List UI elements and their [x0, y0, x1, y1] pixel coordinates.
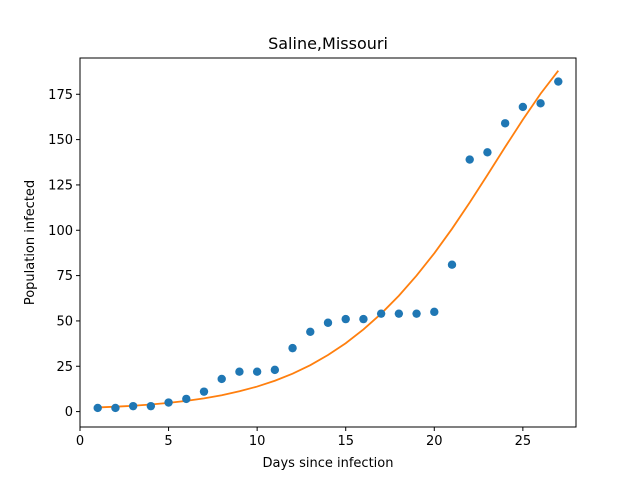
data-point: [146, 401, 156, 411]
data-point: [306, 327, 315, 336]
data-point: [394, 309, 404, 318]
x-tick-label: 15: [337, 434, 354, 449]
data-point: [412, 309, 421, 318]
data-point: [199, 387, 209, 396]
ticks-layer: 0 5 10 15 20 25 0 25 50 75 100 125 150 175: [48, 88, 531, 449]
data-point: [376, 309, 386, 318]
x-tick-label: 20: [426, 434, 443, 449]
y-axis-label: Population infected: [23, 180, 38, 305]
data-point: [465, 155, 474, 164]
y-tick-label: 175: [48, 88, 73, 103]
data-point: [128, 401, 138, 411]
data-point: [323, 318, 333, 327]
data-point: [500, 119, 510, 128]
series-layer: [93, 70, 563, 413]
x-tick-label: 25: [515, 434, 532, 449]
data-point: [536, 99, 545, 108]
data-point: [252, 367, 262, 376]
data-point: [164, 398, 173, 407]
data-point: [235, 367, 244, 376]
data-point: [111, 403, 120, 413]
y-tick-label: 150: [48, 133, 73, 148]
y-tick-label: 125: [48, 178, 73, 193]
plot-area: [80, 58, 576, 427]
data-point: [93, 403, 102, 413]
x-tick-label: 10: [249, 434, 266, 449]
data-point: [359, 314, 368, 324]
data-point: [182, 394, 191, 404]
x-tick-label: 5: [164, 434, 172, 449]
data-point: [430, 307, 439, 317]
data-point: [270, 365, 280, 375]
axes-frame: [79, 57, 577, 428]
y-tick-label: 75: [56, 269, 73, 284]
data-point: [554, 77, 563, 86]
chart-title: Saline,Missouri: [268, 34, 388, 53]
y-tick-label: 0: [65, 405, 73, 420]
data-point: [447, 260, 457, 269]
x-tick-label: 0: [76, 434, 84, 449]
data-point: [217, 374, 226, 384]
data-point: [483, 148, 492, 157]
y-tick-label: 100: [48, 224, 73, 239]
data-point: [341, 314, 350, 324]
data-point: [518, 102, 528, 112]
y-tick-label: 25: [56, 360, 73, 375]
x-axis-label: Days since infection: [263, 456, 394, 471]
y-tick-label: 50: [56, 314, 73, 329]
fit-line-0: [97, 70, 560, 409]
data-point: [288, 343, 297, 353]
